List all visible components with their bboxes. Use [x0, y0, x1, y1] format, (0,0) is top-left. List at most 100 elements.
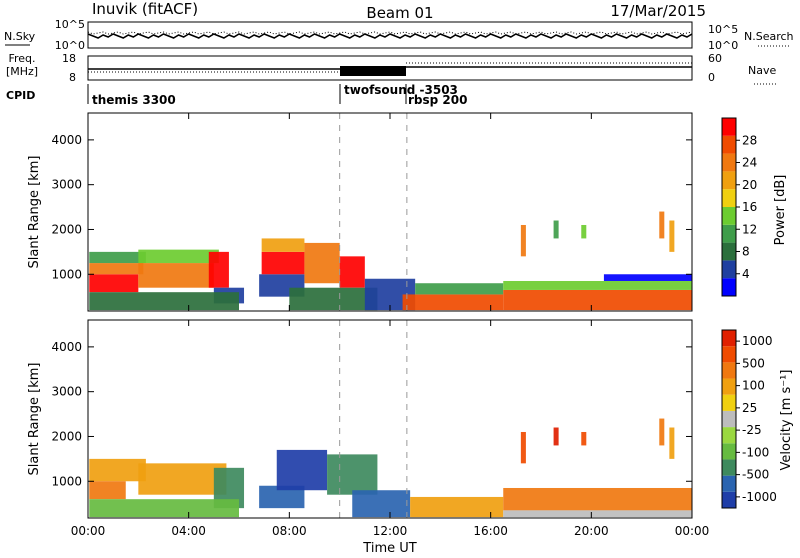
- site-title: Inuvik (fitACF): [92, 0, 198, 18]
- nsearch-label: N.Search: [744, 30, 794, 43]
- nsearch-trace: [87, 31, 693, 35]
- nave-tick-top: 60: [708, 52, 722, 65]
- freq-tick-top: 18: [62, 52, 76, 65]
- power-colorbar-cell: [722, 135, 736, 154]
- velocity-colorbar-cell: [722, 491, 736, 508]
- power-colorbar-cell: [722, 118, 736, 136]
- velocity-data-cell: [352, 490, 411, 518]
- velocity-colorbar-cell: [722, 346, 736, 363]
- time-tick-label: 08:00: [272, 524, 307, 538]
- velocity-colorbar-frame: [721, 329, 737, 509]
- velocity-panel: 1000 2000 3000 4000 Slant Range [km]: [27, 319, 693, 519]
- velocity-colorbar-cell: [722, 378, 736, 395]
- power-data-layer: [89, 211, 692, 311]
- time-tick-label: 12:00: [373, 524, 408, 538]
- velocity-data-cell: [553, 427, 559, 446]
- cpid-segment-themis: themis 3300: [92, 93, 176, 107]
- velocity-colorbar-label: Velocity [m s⁻¹]: [779, 370, 794, 471]
- velocity-data-cell: [89, 458, 146, 482]
- velocity-data-cell: [503, 487, 692, 511]
- power-colorbar-cell: [722, 153, 736, 172]
- nsky-tick-bottom: 10^0: [55, 39, 85, 52]
- freq-label: Freq.: [8, 52, 35, 65]
- nsky-trace: [87, 33, 693, 39]
- power-data-cell: [138, 263, 214, 288]
- cpid-segment-rbsp: rbsp 200: [408, 93, 467, 107]
- power-colorbar: 4 8 12 16 20 24 28 Power [dB]: [721, 117, 788, 297]
- nsky-frame: [87, 21, 693, 49]
- velocity-colorbar-tick-label: -25: [742, 423, 762, 437]
- velocity-colorbar-tick-label: 25: [742, 401, 757, 415]
- nave-label: Nave: [748, 64, 776, 77]
- velocity-colorbar-cell: [722, 330, 736, 347]
- power-data-cell: [503, 280, 692, 290]
- nave-tick-bottom: 0: [708, 71, 715, 84]
- range-tick-label: 4000: [51, 340, 82, 354]
- velocity-colorbar: 1000 500 100 25 -25 -100 -500 -1000 Velocity [m…: [721, 329, 794, 509]
- velocity-data-cell: [581, 431, 587, 446]
- power-data-cell: [304, 242, 340, 284]
- power-y-axis: 1000 2000 3000 4000: [51, 133, 692, 281]
- velocity-colorbar-cell: [722, 459, 736, 476]
- nsky-label: N.Sky: [4, 30, 36, 43]
- velocity-data-cell: [327, 454, 378, 495]
- power-data-cell: [261, 238, 305, 252]
- velocity-ylabel: Slant Range [km]: [27, 363, 42, 476]
- power-data-cell: [261, 251, 305, 275]
- power-colorbar-cells: [722, 118, 736, 296]
- power-data-cell: [520, 224, 526, 257]
- power-data-cell: [89, 292, 239, 311]
- velocity-colorbar-cell: [722, 427, 736, 444]
- velocity-data-cell: [659, 418, 665, 446]
- beam-title: Beam 01: [366, 4, 433, 22]
- velocity-data-cell: [669, 427, 675, 459]
- power-colorbar-tick-label: 28: [742, 133, 757, 147]
- power-colorbar-cell: [722, 278, 736, 296]
- power-data-cell: [415, 283, 504, 295]
- freq-frame: [87, 55, 693, 81]
- power-colorbar-label: Power [dB]: [773, 175, 788, 246]
- nsky-right-tick-top: 10^5: [708, 23, 738, 36]
- velocity-colorbar-tick-label: -1000: [742, 490, 777, 504]
- power-data-cell: [402, 294, 504, 311]
- nsky-right-tick-bottom: 10^0: [708, 39, 738, 52]
- velocity-data-layer: [89, 418, 692, 518]
- power-data-cell: [339, 256, 365, 288]
- time-tick-label: 04:00: [171, 524, 206, 538]
- velocity-data-cell: [89, 481, 126, 500]
- power-data-cell: [659, 211, 665, 239]
- velocity-y-axis: 1000 2000 3000 4000: [51, 340, 692, 488]
- power-data-cell: [503, 289, 692, 311]
- power-colorbar-cell: [722, 207, 736, 225]
- power-colorbar-tick-label: 4: [742, 267, 750, 281]
- time-tick-label: 00:00: [71, 524, 106, 538]
- velocity-data-cell: [138, 463, 227, 495]
- velocity-data-cell: [276, 449, 328, 491]
- velocity-colorbar-cell: [722, 394, 736, 411]
- power-colorbar-tick-label: 20: [742, 178, 757, 192]
- power-colorbar-tick-label: 8: [742, 245, 750, 259]
- freq-panel: Freq. [MHz] 18 8 60 0 Nave: [6, 52, 776, 85]
- velocity-colorbar-tick-label: -500: [742, 468, 769, 482]
- time-tick-label: 16:00: [473, 524, 508, 538]
- range-tick-label: 1000: [51, 267, 82, 281]
- power-colorbar-cell: [722, 242, 736, 261]
- velocity-colorbar-cell: [722, 443, 736, 460]
- power-data-cell: [89, 263, 144, 275]
- range-tick-label: 4000: [51, 133, 82, 147]
- power-colorbar-cell: [722, 171, 736, 190]
- power-panel: 1000 2000 3000 4000 Slant Range [km]: [27, 112, 693, 312]
- time-axis-label: Time UT: [362, 541, 416, 554]
- velocity-colorbar-tick-label: 100: [742, 379, 765, 393]
- velocity-colorbar-tick-label: 500: [742, 356, 765, 370]
- velocity-colorbar-cell: [722, 410, 736, 428]
- velocity-colorbar-tick-label: 1000: [742, 334, 773, 348]
- velocity-colorbar-ticks: 1000 500 100 25 -25 -100 -500 -1000: [736, 334, 777, 504]
- velocity-data-cell: [89, 499, 239, 518]
- date-title: 17/Mar/2015: [610, 2, 706, 20]
- power-data-cell: [89, 274, 139, 293]
- cpid-label: CPID: [6, 89, 35, 102]
- power-colorbar-cell: [722, 260, 736, 279]
- power-colorbar-tick-label: 16: [742, 200, 757, 214]
